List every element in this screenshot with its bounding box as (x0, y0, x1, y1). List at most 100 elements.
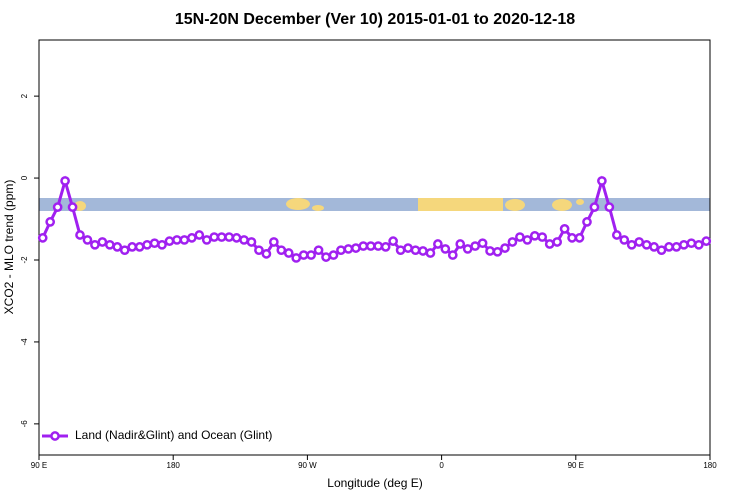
point (418, 246, 428, 256)
point (701, 236, 712, 247)
x-axis-label: Longitude (deg E) (327, 476, 422, 490)
point (597, 176, 607, 186)
point (656, 245, 667, 256)
plot-frame (38, 39, 711, 456)
point (269, 237, 279, 247)
point (410, 245, 421, 256)
point (209, 232, 220, 242)
point (194, 230, 205, 240)
point (336, 245, 346, 256)
point (574, 233, 585, 243)
x-tick-label: 90 E (568, 461, 584, 470)
point (425, 248, 436, 258)
point (477, 238, 488, 249)
y-tick-label: 2 (20, 93, 29, 98)
point (216, 232, 227, 242)
point (582, 217, 592, 227)
point (589, 202, 600, 212)
point (388, 236, 398, 247)
point (641, 239, 652, 250)
point (455, 239, 466, 249)
y-axis-label: XCO2 - MLO trend (ppm) (2, 180, 16, 315)
point (544, 239, 555, 249)
point (261, 248, 272, 259)
point (604, 202, 615, 212)
point (671, 242, 682, 252)
point (60, 176, 70, 186)
point (283, 248, 294, 258)
point (313, 245, 324, 256)
point (119, 245, 130, 256)
point (686, 238, 697, 249)
point (365, 241, 376, 251)
point (306, 250, 316, 260)
point (462, 244, 473, 254)
point (403, 243, 413, 253)
x-tick-label: 180 (167, 461, 181, 470)
point (626, 239, 637, 250)
point (37, 233, 48, 243)
point (328, 250, 339, 260)
x-tick-label: 180 (703, 461, 717, 470)
x-tick-label: 0 (439, 461, 444, 470)
point (507, 237, 518, 247)
point (112, 242, 123, 252)
point (380, 242, 391, 252)
point (522, 235, 533, 245)
point (172, 235, 182, 245)
y-tick-label: 0 (20, 175, 29, 180)
point (164, 236, 175, 247)
point (470, 241, 480, 251)
point (97, 237, 108, 247)
point (231, 233, 242, 243)
point (201, 235, 212, 245)
point (500, 243, 510, 253)
point (291, 253, 302, 263)
point (67, 202, 78, 212)
point (515, 232, 525, 242)
point (619, 235, 630, 245)
point (75, 230, 85, 240)
point (149, 238, 160, 249)
point (239, 235, 249, 245)
point (224, 232, 234, 242)
point (45, 217, 56, 227)
point (82, 235, 93, 245)
point (179, 235, 190, 245)
legend-label: Land (Nadir&Glint) and Ocean (Glint) (75, 428, 272, 442)
point (351, 243, 361, 253)
point (440, 244, 451, 254)
point (664, 242, 674, 252)
point (529, 230, 540, 241)
point (246, 237, 257, 247)
point (567, 233, 577, 243)
point (276, 245, 287, 256)
point (90, 239, 100, 250)
point (104, 239, 115, 250)
point (447, 250, 458, 260)
point (134, 242, 145, 252)
point (343, 244, 354, 254)
y-tick-label: -2 (20, 256, 29, 264)
point (492, 246, 503, 257)
y-tick-label: -6 (20, 420, 29, 428)
x-tick-label: 90 W (298, 461, 317, 470)
point (142, 239, 152, 250)
point (186, 233, 197, 243)
point (321, 252, 331, 262)
point (395, 245, 406, 256)
point (358, 241, 369, 251)
point (634, 237, 645, 247)
point (127, 242, 138, 252)
point (254, 245, 264, 256)
point (298, 250, 309, 260)
point (679, 239, 689, 250)
map-band (39, 198, 710, 211)
point (433, 239, 443, 249)
chart-title: 15N-20N December (Ver 10) 2015-01-01 to … (175, 11, 575, 28)
y-tick-label: -4 (20, 338, 29, 346)
point (52, 202, 63, 212)
point (373, 241, 384, 251)
x-tick-label: 90 E (31, 461, 47, 470)
